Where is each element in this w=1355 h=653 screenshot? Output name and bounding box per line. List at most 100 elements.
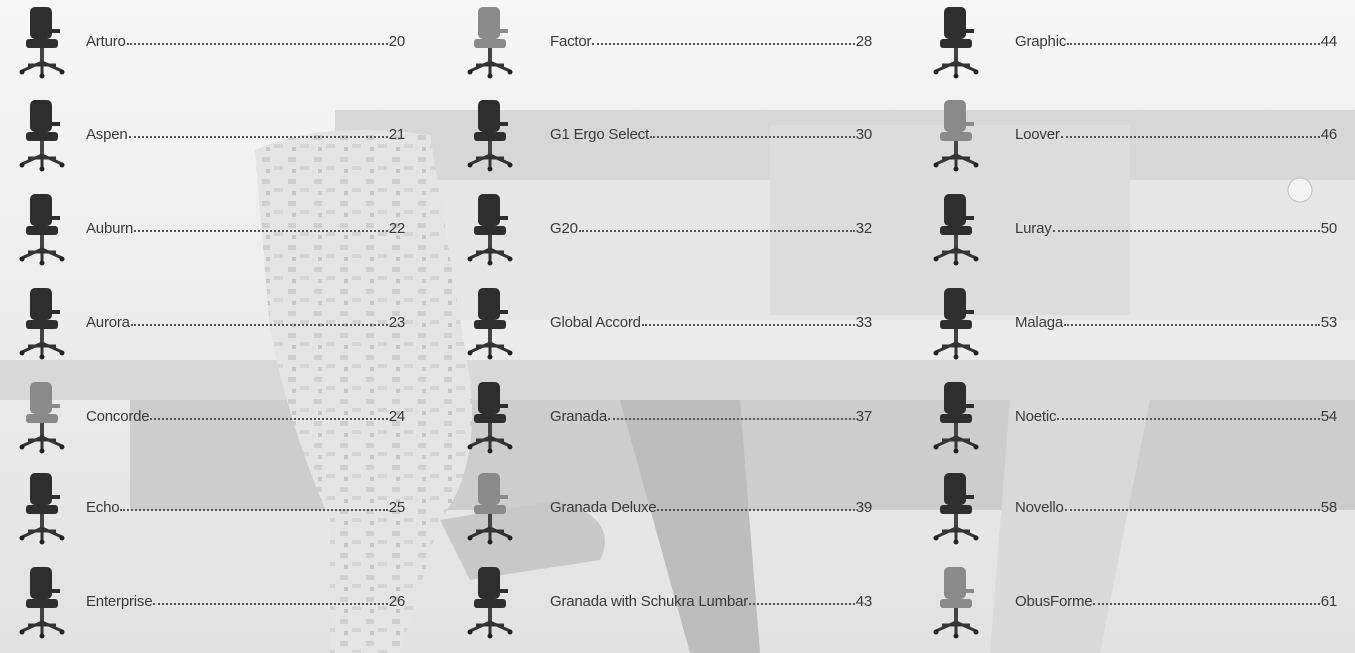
dot-leader	[1067, 43, 1320, 45]
index-entry: ObusForme 61	[1015, 586, 1337, 610]
entry-name: Echo	[86, 499, 119, 516]
chair-icon	[462, 565, 518, 639]
index-entry: Enterprise26	[86, 586, 405, 610]
page-number: 20	[389, 33, 405, 50]
page-number: 33	[856, 314, 872, 331]
dot-leader	[127, 43, 388, 45]
index-entry: Aspen 21	[86, 119, 405, 143]
index-entry: Novello 58	[1015, 492, 1337, 516]
entry-name: Auburn	[86, 220, 133, 237]
entry-name: ObusForme	[1015, 593, 1092, 610]
chair-icon	[462, 471, 518, 545]
page-number: 54	[1321, 408, 1337, 425]
dot-leader	[1065, 509, 1320, 511]
index-page: Arturo 20 Aspen 21 Auburn 22 Aurora 23 Conco…	[0, 0, 1355, 653]
chair-icon	[14, 286, 70, 360]
chair-icon	[928, 380, 984, 454]
page-number: 37	[856, 408, 872, 425]
dot-leader	[650, 136, 855, 138]
entry-name: Arturo	[86, 33, 126, 50]
dot-leader	[608, 418, 855, 420]
entry-name: G20	[550, 220, 578, 237]
entry-name: Novello	[1015, 499, 1064, 516]
entry-name: Noetic	[1015, 408, 1056, 425]
entry-name: Granada	[550, 408, 607, 425]
index-entry: Noetic 54	[1015, 401, 1337, 425]
page-number: 22	[389, 220, 405, 237]
chair-icon	[928, 192, 984, 266]
index-entry: Aurora 23	[86, 307, 405, 331]
chair-icon	[462, 192, 518, 266]
dot-leader	[134, 230, 388, 232]
entry-name: G1 Ergo Select	[550, 126, 649, 143]
dot-leader	[1093, 603, 1319, 605]
page-number: 61	[1321, 593, 1337, 610]
chair-icon	[462, 380, 518, 454]
entry-name: Global Accord	[550, 314, 641, 331]
entry-name: Loover	[1015, 126, 1060, 143]
entry-name: Aspen	[86, 126, 128, 143]
dot-leader	[657, 509, 854, 511]
page-number: 50	[1321, 220, 1337, 237]
index-entry: Arturo 20	[86, 26, 405, 50]
chair-icon	[14, 471, 70, 545]
page-number: 32	[856, 220, 872, 237]
dot-leader	[592, 43, 854, 45]
index-entry: Global Accord 33	[550, 307, 872, 331]
entry-name: Concorde	[86, 408, 149, 425]
index-entry: Granada Deluxe 39	[550, 492, 872, 516]
dot-leader	[129, 136, 388, 138]
page-number: 23	[389, 314, 405, 331]
dot-leader	[131, 324, 388, 326]
chair-icon	[462, 286, 518, 360]
entry-name: Luray	[1015, 220, 1052, 237]
index-entry: Granada with Schukra Lumbar 43	[550, 586, 872, 610]
entry-name: Malaga	[1015, 314, 1063, 331]
dot-leader	[1057, 418, 1319, 420]
page-number: 44	[1321, 33, 1337, 50]
page-number: 39	[856, 499, 872, 516]
chair-icon	[928, 5, 984, 79]
index-entry: G20 32	[550, 213, 872, 237]
chair-icon	[928, 286, 984, 360]
entry-name: Granada Deluxe	[550, 499, 656, 516]
chair-icon	[14, 380, 70, 454]
entry-name: Factor	[550, 33, 591, 50]
dot-leader	[579, 230, 855, 232]
dot-leader	[1053, 230, 1320, 232]
page-number: 24	[389, 408, 405, 425]
chair-icon	[928, 98, 984, 172]
chair-icon	[462, 98, 518, 172]
page-number: 25	[389, 499, 405, 516]
dot-leader	[150, 418, 387, 420]
index-entry: Loover 46	[1015, 119, 1337, 143]
chair-icon	[928, 471, 984, 545]
page-number: 46	[1321, 126, 1337, 143]
page-number: 58	[1321, 499, 1337, 516]
dot-leader	[153, 603, 387, 605]
chair-icon	[462, 5, 518, 79]
page-number: 26	[389, 593, 405, 610]
dot-leader	[1061, 136, 1320, 138]
chair-icon	[14, 5, 70, 79]
chair-icon	[928, 565, 984, 639]
entry-name: Aurora	[86, 314, 130, 331]
dot-leader	[1064, 324, 1320, 326]
index-entry: Malaga 53	[1015, 307, 1337, 331]
index-entry: Luray 50	[1015, 213, 1337, 237]
index-entry: Auburn 22	[86, 213, 405, 237]
dot-leader	[749, 603, 855, 605]
dot-leader	[120, 509, 387, 511]
page-number: 21	[389, 126, 405, 143]
entry-name: Graphic	[1015, 33, 1066, 50]
page-number: 28	[856, 33, 872, 50]
entry-name: Granada with Schukra Lumbar	[550, 593, 748, 610]
index-entry: Factor 28	[550, 26, 872, 50]
page-number: 43	[856, 593, 872, 610]
page-number: 53	[1321, 314, 1337, 331]
chair-icon	[14, 98, 70, 172]
chair-icon	[14, 565, 70, 639]
dot-leader	[642, 324, 855, 326]
index-entry: Echo 25	[86, 492, 405, 516]
